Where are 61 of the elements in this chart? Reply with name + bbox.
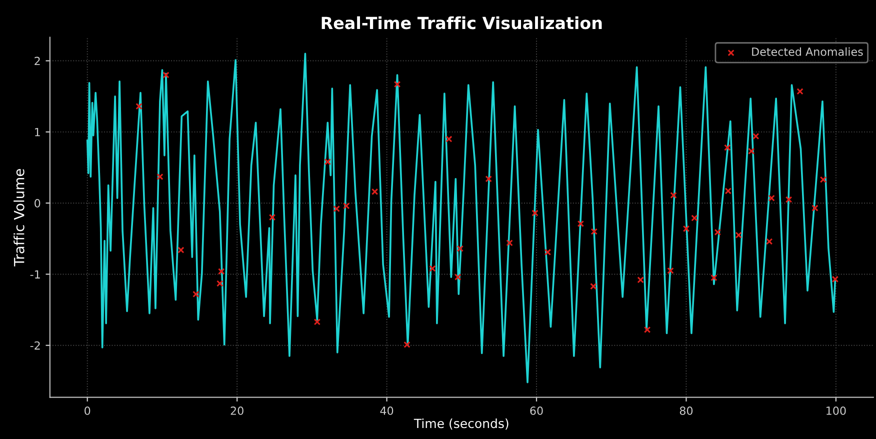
point [192, 290, 200, 298]
point [735, 232, 742, 238]
point [314, 318, 321, 326]
x-tick-label: 60 [530, 406, 543, 415]
point [796, 88, 804, 95]
chart-title: Real-Time Traffic Visualization [322, 16, 602, 30]
point [752, 132, 760, 140]
point [768, 194, 775, 202]
point [404, 341, 410, 348]
x-tick-label: 80 [680, 406, 693, 415]
point [532, 210, 538, 216]
point [637, 276, 644, 284]
point [371, 188, 378, 196]
point [162, 72, 170, 78]
y-tick-label: 1 [35, 128, 40, 136]
point [714, 228, 722, 236]
point [485, 176, 492, 182]
y-tick-label: -2 [30, 341, 40, 350]
point [724, 144, 731, 151]
point [820, 176, 827, 183]
x-axis-title: Time (seconds) [414, 418, 508, 430]
point [710, 274, 718, 282]
x-tick-label: 100 [826, 406, 846, 415]
x-tick-label: 0 [84, 406, 90, 415]
point [333, 205, 340, 212]
legend-label: Detected Anomalies [752, 47, 863, 56]
point [343, 202, 350, 210]
point [766, 238, 773, 245]
point [748, 148, 755, 155]
point [724, 188, 732, 194]
point [691, 214, 698, 222]
point [394, 80, 401, 88]
y-tick-label: -1 [30, 270, 40, 278]
point [218, 268, 225, 275]
point [832, 276, 839, 283]
point [156, 173, 164, 180]
point [216, 280, 224, 287]
y-axis-title: Traffic Volume [14, 169, 24, 266]
point [590, 228, 598, 235]
point [268, 214, 276, 221]
point [670, 192, 677, 199]
point [136, 102, 142, 110]
point [506, 240, 513, 246]
point [178, 246, 184, 254]
y-tick-label: 2 [34, 56, 40, 66]
point [644, 326, 651, 334]
point [667, 267, 674, 274]
point [429, 265, 436, 272]
point [812, 204, 818, 212]
point [590, 282, 597, 290]
point [544, 248, 552, 256]
point [785, 196, 792, 203]
point [456, 245, 464, 252]
point [324, 158, 332, 166]
point [454, 274, 462, 280]
point [577, 220, 584, 228]
x-tick-label: 20 [230, 406, 244, 415]
point [682, 225, 690, 232]
x-tick-label: 40 [380, 406, 394, 415]
point [446, 136, 452, 142]
y-tick-label: 0 [34, 199, 40, 208]
